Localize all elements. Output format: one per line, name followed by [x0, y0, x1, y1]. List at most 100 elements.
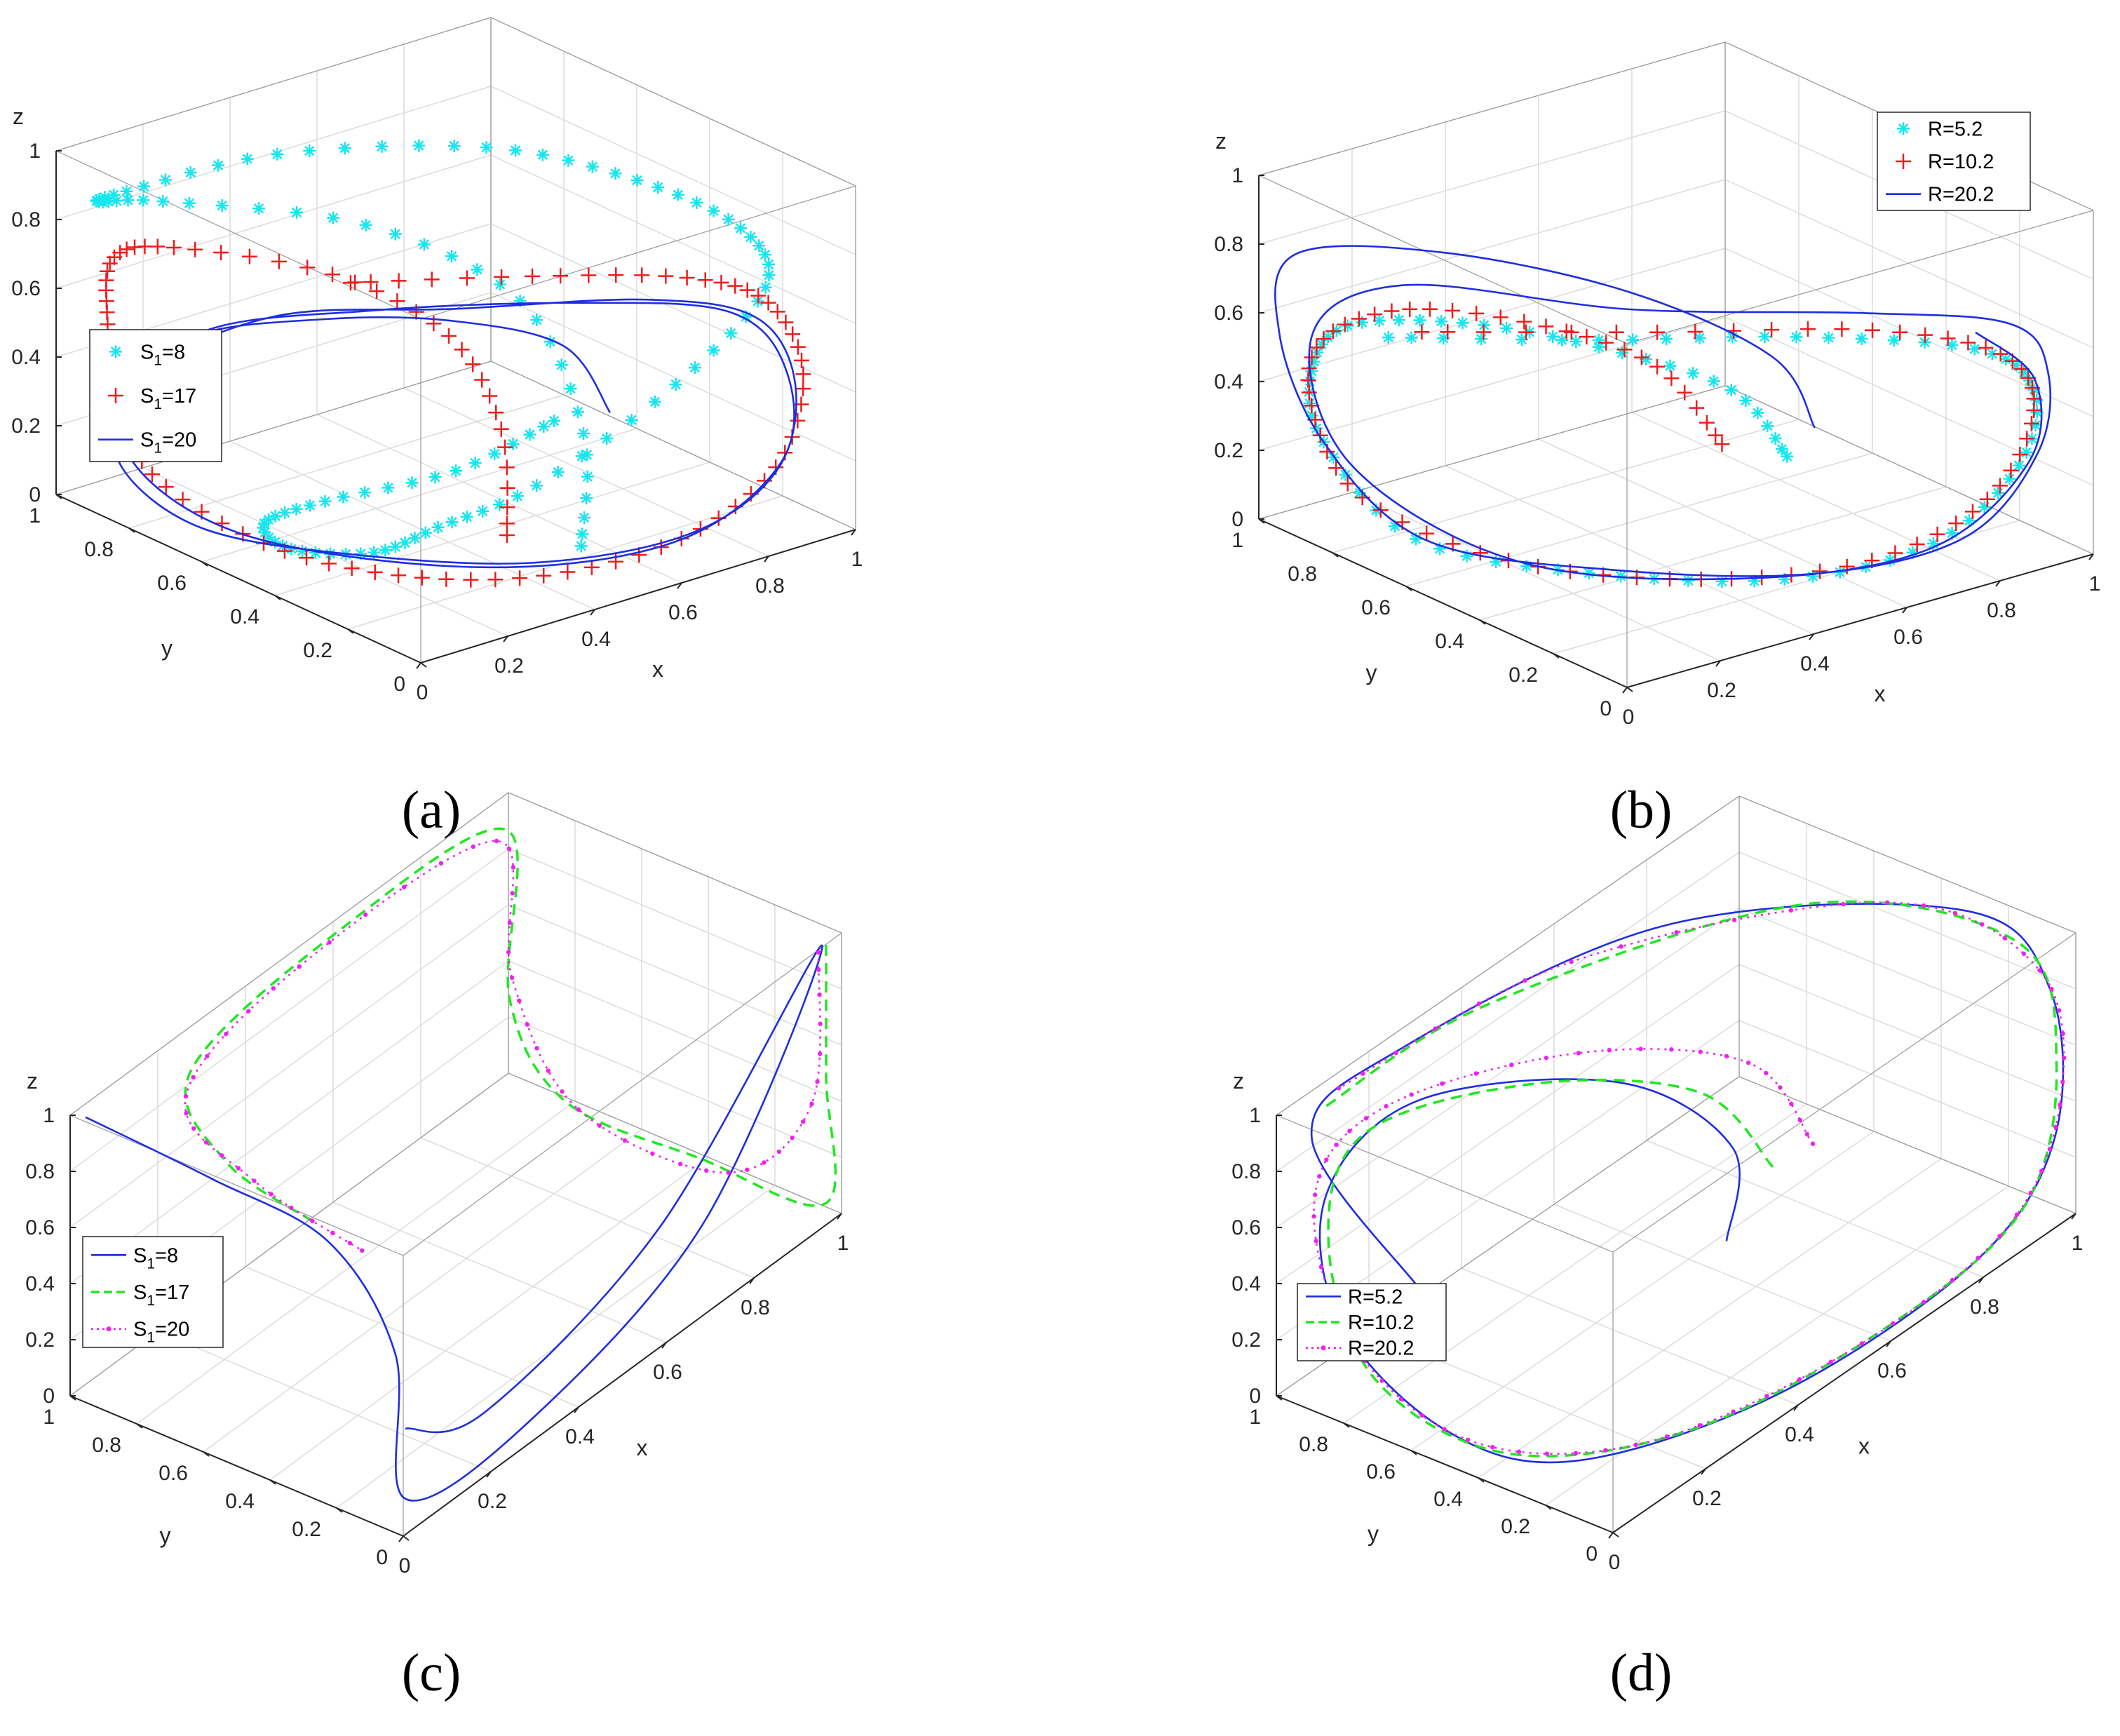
- series-marker: [285, 542, 298, 556]
- series-marker: [2026, 391, 2042, 407]
- series-marker: [511, 865, 516, 870]
- series-marker: [1997, 1234, 2002, 1239]
- series-marker: [648, 395, 661, 408]
- series-marker: [1950, 1277, 1955, 1283]
- y-tick-label: 0.2: [303, 639, 332, 662]
- y-tick-mark: [1405, 586, 1412, 591]
- legend-label: S1=20: [140, 429, 196, 457]
- series-marker: [1664, 1434, 1670, 1439]
- series-marker: [1361, 1071, 1365, 1076]
- y-tick-mark: [203, 1451, 210, 1457]
- series-marker: [1797, 1377, 1802, 1382]
- series-marker: [1490, 555, 1503, 568]
- series-marker: [571, 405, 584, 419]
- x-tick-label: 0.8: [1970, 1296, 1999, 1319]
- grid-line: [1724, 179, 2094, 349]
- series-marker: [310, 1218, 315, 1223]
- series-marker: [1775, 443, 1788, 456]
- series-marker: [1964, 504, 1980, 520]
- legend-label-main: S: [140, 385, 154, 408]
- y-tick-mark: [420, 662, 427, 668]
- y-tick-label: 0.2: [1508, 664, 1538, 687]
- series-marker: [241, 152, 254, 166]
- box-edge: [69, 792, 509, 1116]
- series-marker: [1307, 355, 1321, 368]
- y-tick-label: 0: [1586, 1542, 1598, 1566]
- y-tick-mark: [1343, 1422, 1350, 1428]
- series-marker: [1797, 1117, 1802, 1123]
- series-marker: [506, 950, 511, 955]
- box-edge: [1276, 1115, 1614, 1253]
- series-marker: [2012, 446, 2028, 462]
- series-marker: [499, 499, 515, 516]
- series-marker: [1607, 1048, 1612, 1053]
- grid-line: [1405, 452, 1873, 587]
- series-marker: [258, 526, 271, 539]
- series-marker: [726, 1170, 731, 1176]
- series-marker: [1392, 314, 1405, 327]
- series-marker: [1769, 431, 1782, 445]
- series-marker: [121, 194, 135, 207]
- series-marker: [1841, 901, 1846, 907]
- x-tick-label: 0.2: [494, 654, 524, 678]
- series-marker: [494, 838, 499, 844]
- series-marker: [1677, 384, 1693, 401]
- y-tick-mark: [128, 527, 135, 533]
- z-tick-label: 1: [1231, 164, 1243, 187]
- series-marker: [1992, 486, 2005, 499]
- series-marker: [580, 448, 593, 462]
- x-tick-mark: [1886, 1340, 1891, 1347]
- series-marker: [184, 166, 197, 179]
- axis-line: [1626, 553, 2094, 688]
- series-marker: [465, 356, 481, 372]
- series-marker: [1520, 560, 1533, 573]
- legend-marker: [1897, 122, 1910, 135]
- series-marker: [609, 167, 622, 180]
- series-marker: [1313, 1192, 1318, 1197]
- series-marker: [389, 293, 405, 309]
- legend-marker: [108, 388, 123, 403]
- grid-line: [490, 223, 856, 393]
- series-marker: [474, 372, 490, 388]
- y-tick-mark: [1479, 619, 1486, 625]
- grid-line: [69, 904, 509, 1228]
- y-tick-label: 1: [1249, 1406, 1261, 1429]
- series-marker: [1518, 324, 1534, 340]
- grid-line: [55, 154, 492, 289]
- series-marker: [651, 180, 665, 194]
- series-marker: [1746, 1060, 1751, 1065]
- series-marker: [156, 195, 170, 208]
- series-marker: [1921, 1300, 1926, 1305]
- legend-label-main: R=10.2: [1928, 151, 1994, 173]
- series-marker: [551, 466, 565, 479]
- x-tick-mark: [1793, 1404, 1799, 1411]
- series-marker: [1992, 478, 2008, 494]
- grid-line: [1351, 492, 1721, 661]
- series-marker: [1859, 1341, 1865, 1346]
- series-marker: [713, 274, 729, 290]
- y-tick-mark: [1478, 1477, 1485, 1483]
- z-tick-label: 0.4: [1214, 370, 1243, 393]
- grid-line: [1461, 1267, 1799, 1406]
- series-marker: [1978, 500, 1991, 513]
- chart-panel-d: 00.20.40.60.8100.20.40.60.8100.20.40.60.…: [1231, 795, 2083, 1702]
- series-marker: [389, 227, 402, 241]
- series-marker: [1315, 337, 1328, 351]
- series-marker: [149, 238, 166, 255]
- series-marker: [359, 218, 372, 231]
- series-marker: [1714, 436, 1730, 452]
- legend-label-main: S: [133, 1244, 147, 1267]
- series-marker: [1748, 574, 1761, 588]
- series-marker: [2021, 951, 2027, 956]
- series-marker: [776, 1149, 782, 1155]
- series-line: [1274, 245, 2052, 581]
- series-marker: [1764, 322, 1780, 338]
- series-marker: [320, 556, 337, 572]
- axis-line: [69, 1395, 404, 1537]
- axis-line: [1612, 1213, 2077, 1533]
- legend-label-main: R=5.2: [1348, 1286, 1403, 1308]
- box-edge: [1258, 385, 1726, 520]
- series-marker: [762, 269, 776, 282]
- series-marker: [445, 516, 459, 529]
